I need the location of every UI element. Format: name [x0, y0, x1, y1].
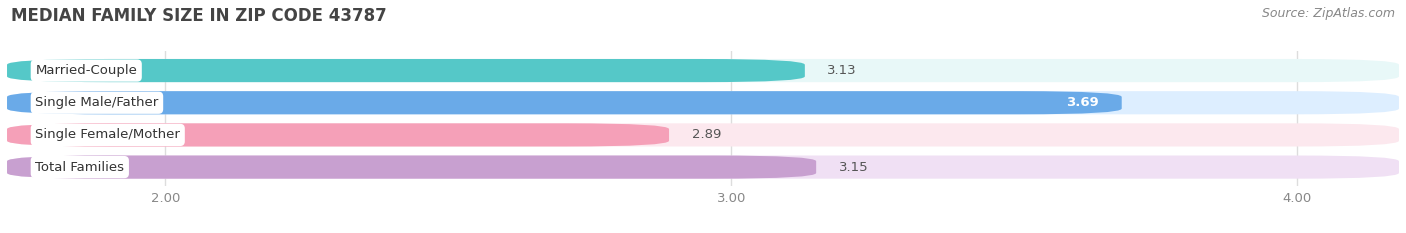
Text: 3.69: 3.69 [1066, 96, 1099, 109]
FancyBboxPatch shape [7, 59, 804, 82]
FancyBboxPatch shape [7, 155, 1399, 179]
Text: Married-Couple: Married-Couple [35, 64, 138, 77]
FancyBboxPatch shape [7, 123, 669, 147]
Text: Source: ZipAtlas.com: Source: ZipAtlas.com [1261, 7, 1395, 20]
Text: Single Male/Father: Single Male/Father [35, 96, 159, 109]
FancyBboxPatch shape [7, 91, 1399, 114]
Text: 3.15: 3.15 [839, 161, 869, 174]
Text: 3.13: 3.13 [828, 64, 858, 77]
FancyBboxPatch shape [7, 59, 1399, 82]
Text: Single Female/Mother: Single Female/Mother [35, 128, 180, 141]
Text: 2.89: 2.89 [692, 128, 721, 141]
FancyBboxPatch shape [7, 91, 1122, 114]
Text: MEDIAN FAMILY SIZE IN ZIP CODE 43787: MEDIAN FAMILY SIZE IN ZIP CODE 43787 [11, 7, 387, 25]
FancyBboxPatch shape [7, 123, 1399, 147]
FancyBboxPatch shape [7, 155, 815, 179]
Text: Total Families: Total Families [35, 161, 124, 174]
